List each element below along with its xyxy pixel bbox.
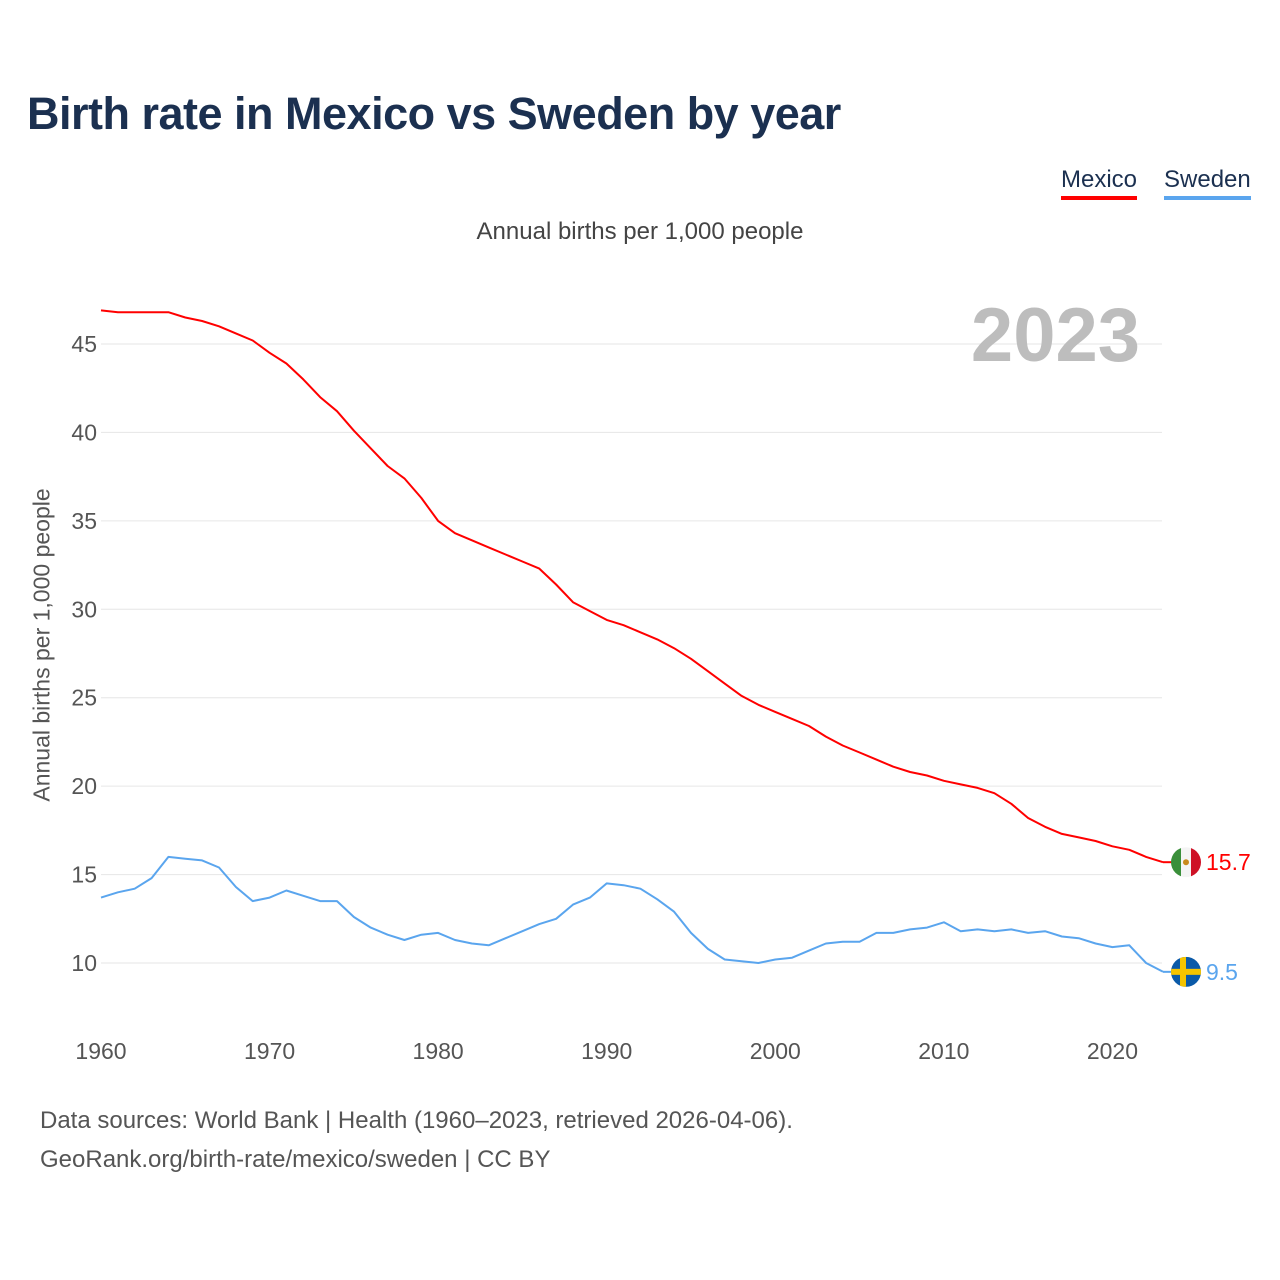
end-value-label-mexico: 15.7 bbox=[1206, 849, 1251, 875]
footer-attribution[interactable]: GeoRank.org/birth-rate/mexico/sweden | C… bbox=[40, 1146, 551, 1173]
y-tick-label: 20 bbox=[71, 773, 97, 799]
flag-body bbox=[1171, 956, 1201, 987]
legend-item-mexico[interactable]: Mexico bbox=[1061, 166, 1138, 200]
series-line-mexico bbox=[100, 309, 1164, 864]
y-tick-label: 10 bbox=[71, 950, 97, 976]
x-tick-label: 1990 bbox=[581, 1038, 632, 1064]
y-tick-label: 30 bbox=[71, 596, 97, 622]
flag-emblem bbox=[1183, 859, 1189, 866]
x-tick-label: 2000 bbox=[750, 1038, 801, 1064]
mexico-flag-icon bbox=[1171, 847, 1201, 878]
chart-subtitle: Annual births per 1,000 people bbox=[476, 218, 804, 245]
x-tick-label: 2010 bbox=[918, 1038, 969, 1064]
legend-item-sweden[interactable]: Sweden bbox=[1164, 166, 1251, 200]
y-axis-label: Annual births per 1,000 people bbox=[28, 488, 55, 802]
y-axis-ticks: 10 15 20 25 30 35 40 45 bbox=[71, 331, 97, 976]
sweden-flag-icon bbox=[1171, 956, 1201, 987]
y-tick-label: 45 bbox=[71, 331, 97, 357]
flag-body bbox=[1171, 847, 1201, 878]
end-value-label-sweden: 9.5 bbox=[1206, 959, 1238, 985]
chart-title: Birth rate in Mexico vs Sweden by year bbox=[27, 88, 841, 139]
y-tick-label: 15 bbox=[71, 862, 97, 888]
y-tick-label: 25 bbox=[71, 685, 97, 711]
flag-cross-vertical bbox=[1180, 956, 1186, 987]
x-tick-label: 1960 bbox=[75, 1038, 126, 1064]
series-end-markers: 15.7 9.5 bbox=[1163, 847, 1251, 987]
series-line-sweden bbox=[100, 855, 1164, 973]
gridlines bbox=[101, 343, 1162, 964]
y-tick-label: 40 bbox=[71, 419, 97, 445]
footer-sources: Data sources: World Bank | Health (1960–… bbox=[40, 1107, 793, 1134]
x-axis-ticks: 1960 1970 1980 1990 2000 2010 2020 bbox=[75, 1038, 1138, 1064]
y-tick-label: 35 bbox=[71, 508, 97, 534]
x-tick-label: 1980 bbox=[413, 1038, 464, 1064]
flag-stripe-green bbox=[1171, 847, 1181, 878]
x-tick-label: 1970 bbox=[244, 1038, 295, 1064]
current-year-watermark: 2023 bbox=[971, 293, 1140, 378]
flag-stripe-red bbox=[1191, 847, 1201, 878]
series-lines bbox=[100, 309, 1164, 973]
x-tick-label: 2020 bbox=[1087, 1038, 1138, 1064]
